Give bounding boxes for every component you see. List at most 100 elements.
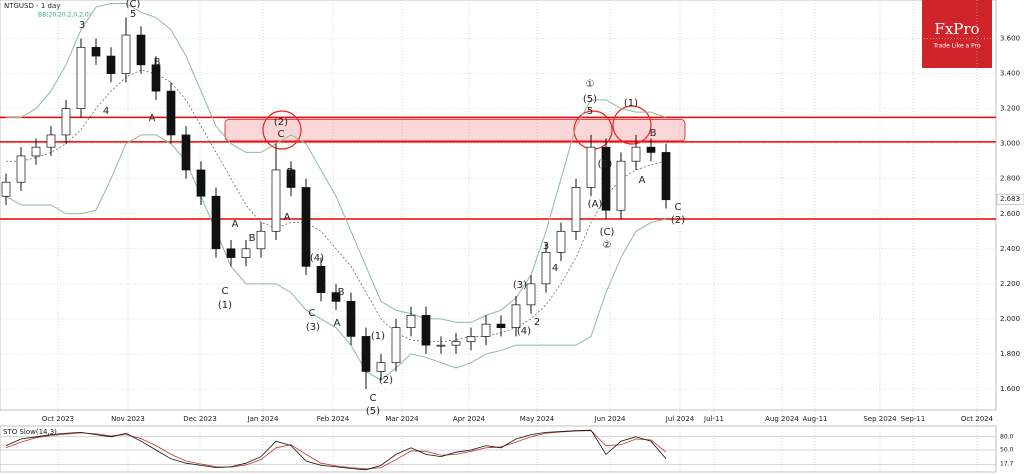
candle-body (46, 134, 56, 148)
candle-body (61, 108, 71, 136)
logo-tagline: Trade Like a Pro (932, 43, 981, 50)
x-tick-label: Oct 2024 (961, 415, 994, 423)
highlight-circle (262, 110, 302, 150)
candle-body (346, 301, 356, 337)
candle-body (331, 292, 341, 302)
y-tick-label: 3.600 (1000, 35, 1020, 43)
wave-label: 5 (587, 106, 593, 117)
x-tick-label: Feb 2024 (317, 415, 350, 423)
candle-body (511, 304, 521, 328)
bb-mid (6, 69, 667, 343)
candle-body (91, 46, 101, 57)
x-tick-label: Apr 2024 (453, 415, 486, 423)
wave-label: (5) (583, 94, 597, 105)
candle-body (166, 90, 176, 136)
candle-body (301, 187, 311, 267)
candle-body (256, 230, 266, 250)
x-tick-label: Jul-11 (703, 415, 724, 423)
wave-label: A (149, 113, 156, 124)
x-tick-label: Jun 2024 (594, 415, 627, 423)
candle-body (121, 34, 131, 74)
x-tick-label: Sep 2024 (863, 415, 897, 423)
bb-upper (6, 3, 667, 323)
wave-label: C (370, 393, 377, 404)
candle-body (481, 323, 491, 337)
candle-body (421, 315, 431, 346)
x-tick-label: Mar 2024 (385, 415, 419, 423)
candle-body (271, 169, 281, 232)
logo-box (922, 0, 992, 68)
candle-body (1, 181, 11, 197)
chart-title: NTGUSD - 1 day (4, 2, 60, 10)
candle-body (571, 187, 581, 232)
resistance-zone (224, 118, 686, 142)
logo: FxPro (934, 20, 979, 38)
x-tick-label: Oct 2023 (42, 415, 74, 423)
wave-label: B (338, 287, 345, 298)
candle-body (106, 55, 116, 74)
candle-body (31, 146, 41, 157)
sto-tick-label: 17.7 (1000, 461, 1014, 468)
y-tick-label: 2.200 (1000, 280, 1020, 288)
candle-body (466, 336, 476, 343)
x-tick-label: Jan 2024 (247, 415, 279, 423)
highlight-circle (612, 105, 652, 145)
wave-label: ② (603, 240, 612, 251)
candle-body (631, 146, 641, 162)
y-tick-label: 1.600 (1000, 385, 1020, 393)
x-tick-label: Jul 2024 (665, 415, 695, 423)
candle-body (646, 146, 656, 153)
wave-label: A (334, 318, 341, 329)
candle-body (196, 169, 206, 197)
wave-label: A (232, 219, 239, 230)
candle-body (226, 248, 236, 258)
candle-body (436, 344, 446, 347)
y-tick-label: 3.400 (1000, 70, 1020, 78)
y-tick-label: 2.800 (1000, 175, 1020, 183)
sto-tick-label: 80.0 (1000, 433, 1014, 440)
y-tick-label: 1.800 (1000, 350, 1020, 358)
bb-lower (5, 134, 667, 381)
candle-body (661, 152, 671, 201)
wave-label: 3 (79, 20, 85, 31)
last-price-box (996, 193, 1024, 205)
candle-body (391, 327, 401, 364)
last-price-label: 2.683 (1000, 195, 1020, 203)
wave-label: 3 (543, 241, 549, 252)
wave-label: (3) (306, 322, 320, 333)
x-tick-label: Aug 2024 (765, 415, 799, 423)
wave-label: C (222, 286, 229, 297)
wave-label: (1) (371, 331, 385, 342)
candle-body (586, 146, 596, 188)
wave-label: B (287, 167, 294, 178)
y-tick-label: 2.400 (1000, 245, 1020, 253)
sto-frame (0, 425, 997, 473)
candle-body (361, 336, 371, 372)
wave-label: (2) (274, 117, 288, 128)
candle-body (181, 134, 191, 171)
y-tick-label: 3.000 (1000, 140, 1020, 148)
candle-body (316, 265, 326, 293)
candle-body (211, 195, 221, 250)
wave-label: 4 (552, 263, 558, 274)
wave-label: C (309, 308, 316, 319)
sto-tick-label: 50.0 (1000, 447, 1014, 454)
wave-label: A (639, 175, 646, 186)
candle-body (151, 64, 161, 92)
candle-body (286, 169, 296, 188)
wave-label: (1) (218, 300, 232, 311)
candle-body (541, 251, 551, 285)
wave-label: (C) (126, 0, 141, 10)
plot-frame (0, 0, 997, 411)
wave-label: A (284, 212, 291, 223)
sto-title: STO Slow(14,3) (3, 428, 57, 436)
wave-label: (3) (513, 280, 527, 291)
candle-body (556, 230, 566, 253)
candle-body (406, 315, 416, 328)
wave-label: (B) (598, 159, 613, 170)
candle-body (16, 155, 26, 183)
y-tick-label: 2.600 (1000, 210, 1020, 218)
y-tick-label: 2.000 (1000, 315, 1020, 323)
wave-label: B (650, 128, 657, 139)
